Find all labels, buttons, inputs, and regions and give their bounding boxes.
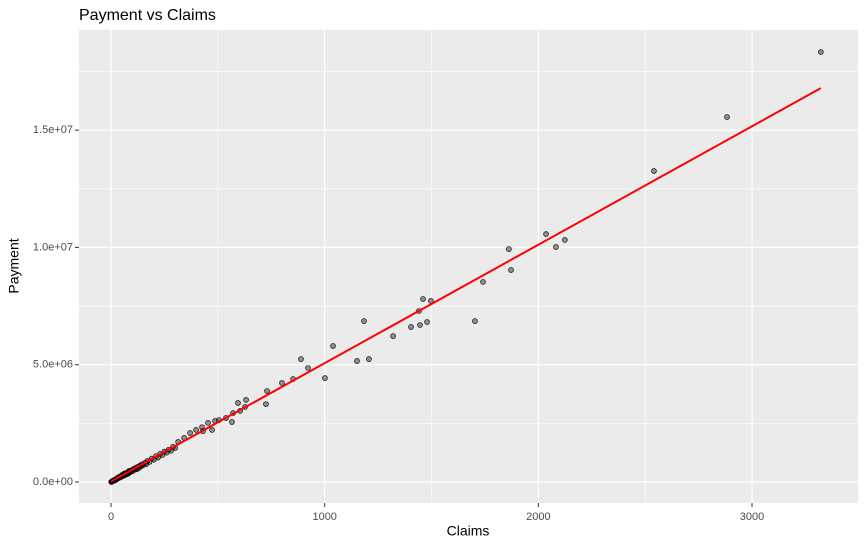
- point: [361, 318, 367, 324]
- fit-line: [110, 87, 822, 483]
- point: [322, 375, 328, 381]
- point: [724, 114, 730, 120]
- panel: [79, 30, 858, 503]
- point: [264, 388, 270, 394]
- point: [508, 267, 514, 273]
- point: [553, 244, 559, 250]
- point: [420, 296, 426, 302]
- point: [243, 397, 249, 403]
- x-axis-label: Claims: [447, 523, 490, 539]
- point: [472, 318, 478, 324]
- x-tick-label: 3000: [740, 511, 764, 523]
- point: [193, 427, 199, 433]
- y-axis-label: Payment: [6, 238, 22, 293]
- point: [424, 319, 430, 325]
- point: [506, 246, 512, 252]
- y-tick-label: 1.0e+07: [33, 241, 73, 253]
- y-tick-label: 0.0e+00: [33, 476, 73, 488]
- point: [651, 168, 657, 174]
- point: [354, 358, 360, 364]
- point: [305, 365, 311, 371]
- point: [187, 430, 193, 436]
- chart-title: Payment vs Claims: [79, 7, 216, 24]
- point: [235, 400, 241, 406]
- point: [480, 279, 486, 285]
- point: [209, 427, 215, 433]
- x-tick-label: 2000: [526, 511, 550, 523]
- x-tick-label: 0: [108, 511, 114, 523]
- point: [330, 343, 336, 349]
- point: [298, 356, 304, 362]
- point: [205, 420, 211, 426]
- point: [417, 322, 423, 328]
- point: [366, 356, 372, 362]
- point: [818, 49, 824, 55]
- point: [408, 324, 414, 330]
- point: [562, 237, 568, 243]
- point: [543, 231, 549, 237]
- x-tick-label: 1000: [312, 511, 336, 523]
- point: [279, 380, 285, 386]
- point: [263, 401, 269, 407]
- point: [390, 333, 396, 339]
- point: [229, 419, 235, 425]
- y-tick-label: 5.0e+06: [33, 359, 73, 371]
- y-tick-label: 1.5e+07: [33, 124, 73, 136]
